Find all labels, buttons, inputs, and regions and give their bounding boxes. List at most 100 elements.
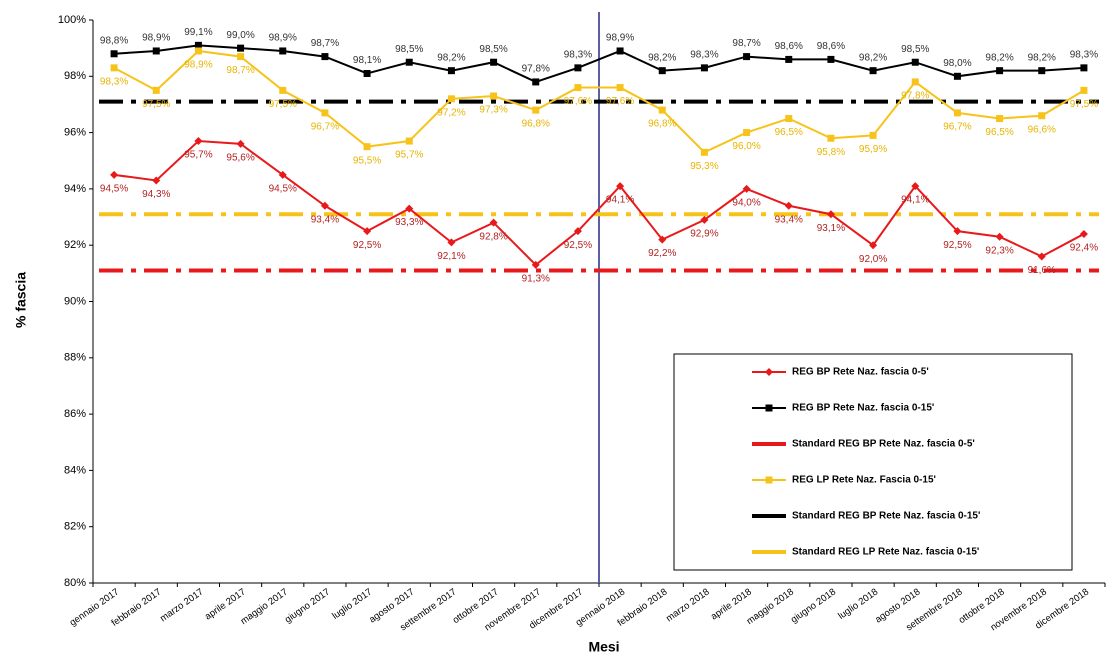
data-point [996, 67, 1004, 75]
data-label: 98,2% [859, 52, 887, 63]
y-tick-label: 92% [64, 239, 86, 251]
y-tick-label: 96% [64, 127, 86, 139]
y-axis-title: % fascia [13, 272, 29, 328]
data-point [658, 67, 666, 75]
data-point [574, 84, 582, 92]
data-point [320, 201, 329, 210]
data-label: 98,2% [648, 52, 676, 63]
data-label: 92,1% [437, 251, 465, 262]
x-axis-title: Mesi [588, 639, 619, 655]
data-label: 98,3% [1070, 49, 1098, 60]
series-line [114, 44, 1084, 84]
data-label: 98,3% [564, 49, 592, 60]
data-point [616, 47, 624, 55]
data-label: 92,5% [564, 240, 592, 251]
data-point [700, 215, 709, 224]
data-label: 95,9% [859, 144, 887, 155]
data-point [532, 78, 540, 86]
data-label: 95,6% [226, 153, 254, 164]
data-label: 98,0% [943, 58, 971, 69]
data-point [911, 58, 919, 66]
data-label: 97,8% [901, 91, 929, 102]
data-point [953, 72, 961, 80]
data-point [236, 139, 245, 148]
legend-label: Standard REG BP Rete Naz. fascia 0-5' [792, 439, 975, 450]
data-label: 98,3% [690, 49, 718, 60]
data-point [152, 86, 160, 94]
legend-label: REG LP Rete Naz. Fascia 0-15' [792, 475, 936, 486]
data-label: 97,8% [522, 64, 550, 75]
data-label: 95,8% [817, 147, 845, 158]
data-point [826, 210, 835, 219]
data-point [278, 170, 287, 179]
y-tick-label: 94% [64, 183, 86, 195]
y-tick-label: 82% [64, 521, 86, 533]
data-point [237, 44, 245, 52]
data-point [658, 106, 666, 114]
data-label: 95,5% [353, 155, 381, 166]
data-point [573, 227, 582, 236]
data-label: 95,3% [690, 161, 718, 172]
data-label: 92,5% [353, 240, 381, 251]
data-point [616, 182, 625, 191]
data-point [532, 106, 540, 114]
series-line [113, 140, 1085, 267]
data-point [953, 227, 962, 236]
data-label: 92,2% [648, 248, 676, 259]
data-label: 99,0% [226, 30, 254, 41]
data-point [194, 41, 202, 49]
data-label: 96,6% [1028, 124, 1056, 135]
data-label: 98,9% [142, 33, 170, 44]
data-label: 98,9% [269, 33, 297, 44]
data-point [743, 53, 751, 61]
data-point [194, 137, 203, 146]
data-label: 97,6% [564, 96, 592, 107]
data-point [658, 235, 667, 244]
data-label: 95,7% [184, 150, 212, 161]
data-point [237, 53, 245, 61]
data-point [447, 238, 456, 247]
data-point [447, 67, 455, 75]
data-label: 98,5% [901, 44, 929, 55]
data-point [785, 55, 793, 63]
data-point [869, 67, 877, 75]
data-point [784, 201, 793, 210]
legend-label: REG BP Rete Naz. fascia 0-5' [792, 367, 929, 378]
data-label: 92,9% [690, 229, 718, 240]
data-point [827, 55, 835, 63]
data-point [700, 148, 708, 156]
data-label: 93,3% [395, 217, 423, 228]
data-point [490, 58, 498, 66]
data-label: 93,1% [817, 223, 845, 234]
data-point [869, 131, 877, 139]
data-label: 95,7% [395, 150, 423, 161]
data-label: 97,5% [142, 99, 170, 110]
data-label: 98,7% [226, 65, 254, 76]
data-point [321, 53, 329, 61]
data-label: 98,5% [479, 44, 507, 55]
data-point [194, 47, 202, 55]
data-label: 96,0% [732, 141, 760, 152]
data-point [152, 47, 160, 55]
y-tick-label: 88% [64, 352, 86, 364]
data-label: 98,2% [437, 52, 465, 63]
data-label: 98,1% [353, 55, 381, 66]
data-point [363, 227, 372, 236]
data-label: 96,7% [943, 122, 971, 133]
data-point [911, 182, 920, 191]
data-label: 94,5% [100, 183, 128, 194]
y-tick-label: 98% [64, 70, 86, 82]
y-tick-label: 84% [64, 464, 86, 476]
data-point [1079, 229, 1088, 238]
legend-marker [765, 476, 773, 484]
data-label: 92,8% [479, 231, 507, 242]
data-point [996, 115, 1004, 123]
data-label: 97,5% [1070, 99, 1098, 110]
data-point [1038, 112, 1046, 120]
data-point [110, 50, 118, 58]
data-point [827, 134, 835, 142]
y-tick-label: 80% [64, 577, 86, 589]
data-label: 97,5% [269, 99, 297, 110]
data-point [616, 84, 624, 92]
